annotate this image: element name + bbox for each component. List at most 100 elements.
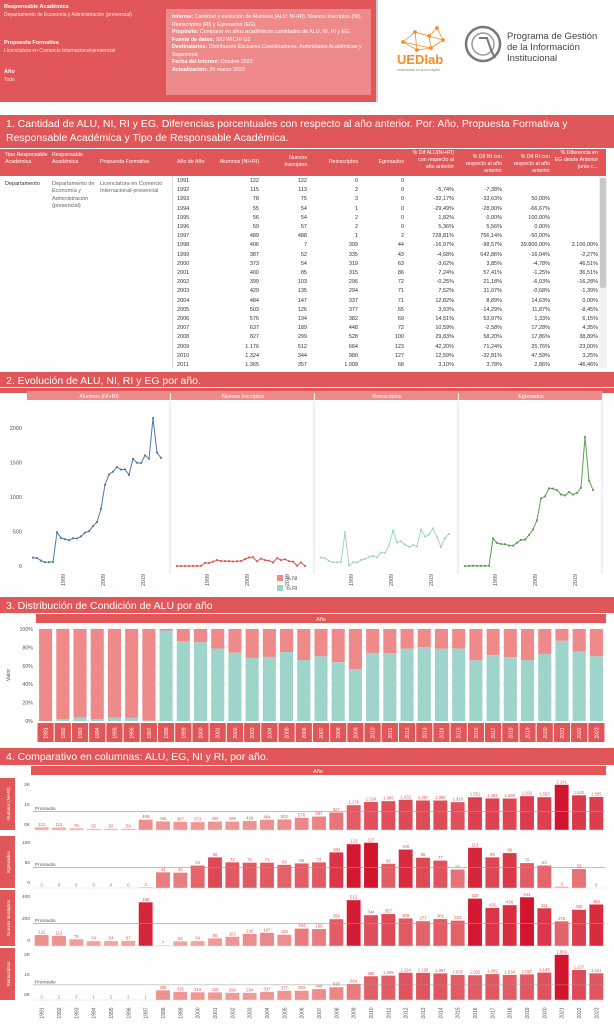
filter-header: Responsable Académica Departamento de Ec… xyxy=(0,0,378,102)
comp-bar-value: 529 xyxy=(472,893,480,898)
table-row[interactable]: 2007 637 189 448 72 10,59% -2,58% 17,28% 4,35% xyxy=(0,325,600,334)
comp-bar xyxy=(173,821,188,830)
table-cell: 17,28% xyxy=(531,325,550,332)
bar-ri xyxy=(159,630,173,721)
table-row[interactable]: 1997 489 488 1 2 728,81% 756,14% -50,00% xyxy=(0,233,600,242)
table-cell: 2002 xyxy=(177,279,190,286)
y-tick-label: 0 xyxy=(19,564,22,570)
dist-year-cell xyxy=(347,723,364,742)
table-row[interactable]: 2006 576 194 382 69 14,51% 53,97% 1,33% 6,15% xyxy=(0,316,600,325)
table-row[interactable]: 1998 406 7 399 44 -16,97% -98,57% 39.800,00% 2.1… xyxy=(0,242,600,251)
actualizacion-label: Actualización: xyxy=(172,66,208,73)
table-row[interactable]: 2001 400 85 315 86 7,24% 57,41% -1,25% 36,51% xyxy=(0,270,600,279)
table-row[interactable]: 2005 503 126 377 65 3,93% -14,29% 11,87% -8,45% xyxy=(0,307,600,316)
table-cell: 0,00% xyxy=(582,297,598,304)
propuesta-filter[interactable]: Licenciatura en Comercio Internacional-p… xyxy=(4,48,116,54)
comp-bar-value: 70 xyxy=(525,858,530,863)
table-row[interactable]: 2010 1.324 344 980 127 12,59% -32,81% 47,59% 3,2… xyxy=(0,353,600,362)
table-cell: 576 xyxy=(249,316,259,322)
table-row[interactable]: 2011 1.365 357 1.008 68 3,10% 3,78% 2,86% -46,46… xyxy=(0,362,600,368)
dist-year-label: 1994 xyxy=(95,727,101,738)
bar-ri xyxy=(383,653,397,721)
comp-bar-value: 1.551 xyxy=(470,792,481,797)
comp-bar xyxy=(589,904,604,946)
comp-bar-value: 2 xyxy=(58,994,61,999)
comp-bar-value: 2.141 xyxy=(556,779,567,784)
table-cell: -4,78% xyxy=(532,260,550,267)
th-tipo: Tipo Responsable Académica xyxy=(5,152,48,165)
comp-bar-value: 0 xyxy=(127,883,130,888)
comp-y-tick: 50 xyxy=(25,860,31,866)
scrollbar-thumb[interactable] xyxy=(600,178,606,288)
table-row[interactable]: 1999 387 52 335 43 -4,68% 642,86% -16,04% -2,27% xyxy=(0,252,600,261)
table-row[interactable]: 1992 115 113 2 0 -5,74% -7,38% xyxy=(0,187,600,196)
dist-year-cell xyxy=(485,723,502,742)
comp-bar-value: 1.035 xyxy=(452,969,463,974)
table-cell: 100 xyxy=(394,334,404,341)
bar-ri xyxy=(314,656,328,721)
bar-ni xyxy=(452,629,466,649)
table-cell: 38,89% xyxy=(579,334,598,341)
table-row[interactable]: 2000 373 54 319 63 -3,62% 3,85% -4,78% 46,51% xyxy=(0,261,600,270)
th-dif-eg[interactable]: % Diferencia en EG desde Anterior junto … xyxy=(554,150,598,170)
responsable-filter[interactable]: Departamento de Economía y Administració… xyxy=(4,12,132,18)
series-point xyxy=(583,435,587,439)
table-row[interactable]: 1994 55 54 1 0 -29,49% -28,00% -66,67% xyxy=(0,206,600,215)
comp-y-tick: 1K xyxy=(24,972,31,978)
bar-ni xyxy=(314,629,328,657)
comp-bar-value: 425 xyxy=(489,902,497,907)
comp-bar xyxy=(433,973,448,1000)
series-point xyxy=(263,559,267,562)
table-cell: -0,25% xyxy=(436,279,454,286)
comp-bar-value: 59 xyxy=(126,823,131,828)
comp-year-label: 2012 xyxy=(404,1007,410,1018)
table-cell: 42,20% xyxy=(435,343,454,350)
series-point xyxy=(439,545,443,549)
comp-bar-value: 0 xyxy=(40,995,43,1000)
table-row[interactable]: 2008 827 299 528 100 29,83% 58,20% 17,86% 38,89% xyxy=(0,334,600,343)
anio-filter[interactable]: Todo xyxy=(4,77,15,83)
table-row[interactable]: 1991 122 122 0 0 xyxy=(0,178,600,187)
th-egresados[interactable]: Egresados xyxy=(378,159,404,165)
table-cell: -29,49% xyxy=(433,205,455,212)
comp-bar xyxy=(364,802,378,830)
comp-bar xyxy=(52,935,66,946)
table-cell: 1997 xyxy=(177,233,190,240)
bar-ri xyxy=(400,648,414,721)
th-anio[interactable]: Año de Año xyxy=(177,159,205,165)
table-row[interactable]: 1996 59 57 2 0 5,36% 5,56% 0,00% xyxy=(0,224,600,233)
table-row[interactable]: 2009 1.176 512 664 123 42,20% 71,24% 25,76% 23,0… xyxy=(0,344,600,353)
comp-bar-value: 294 xyxy=(246,987,254,992)
comp-bar xyxy=(208,938,222,946)
series-point xyxy=(479,564,483,567)
series-point xyxy=(531,528,535,531)
table-row[interactable]: 1995 56 54 2 0 1,82% 0,00% 100,00% xyxy=(0,215,600,224)
th-alumnos[interactable]: Alumnos (NI+RI) xyxy=(219,159,259,165)
panel-title: Alumnos (NI+RI) xyxy=(79,394,119,400)
table-divider xyxy=(172,176,173,368)
table-row[interactable]: 2003 429 135 294 71 7,52% 31,07% -0,68% -1,39% xyxy=(0,288,600,297)
data-table[interactable]: Departamento Departamento de Economía y … xyxy=(0,176,600,368)
comp-bar xyxy=(572,795,586,830)
comp-bar xyxy=(86,941,101,946)
comp-bar xyxy=(156,872,170,888)
comp-bar-value: 56 xyxy=(109,823,114,828)
comp-bar xyxy=(190,822,205,830)
comp-bar xyxy=(572,869,586,888)
fecha-label: Fecha del Informe: xyxy=(172,59,220,66)
th-nuevos[interactable]: Nuevos Inscriptos xyxy=(284,155,307,168)
series-point xyxy=(303,564,307,568)
pgii-q-icon xyxy=(464,25,502,63)
th-dif-ri[interactable]: % Dif RI con respecto al año anterior xyxy=(513,154,550,174)
table-row[interactable]: 1993 78 75 3 0 -32,17% -33,63% 50,00% xyxy=(0,196,600,205)
comp-bar-value: 1.365 xyxy=(383,796,394,801)
table-row[interactable]: 2002 399 103 296 72 -0,25% 21,18% -6,03% -16,28% xyxy=(0,279,600,288)
th-dif-alu[interactable]: % Dif ALU(NI+RI) con respecto al año ant… xyxy=(412,150,454,170)
comp-bar xyxy=(294,863,309,888)
table-row[interactable]: 2004 484 147 337 71 12,82% 8,89% 14,63% 0,00% xyxy=(0,298,600,307)
table-scrollbar[interactable] xyxy=(599,176,607,368)
series-point xyxy=(443,536,447,540)
th-dif-ni[interactable]: % Dif NI con respecto al año anterior xyxy=(465,154,502,174)
th-reinscriptos[interactable]: Reinscriptos xyxy=(328,159,358,165)
bar-ri xyxy=(366,652,380,721)
